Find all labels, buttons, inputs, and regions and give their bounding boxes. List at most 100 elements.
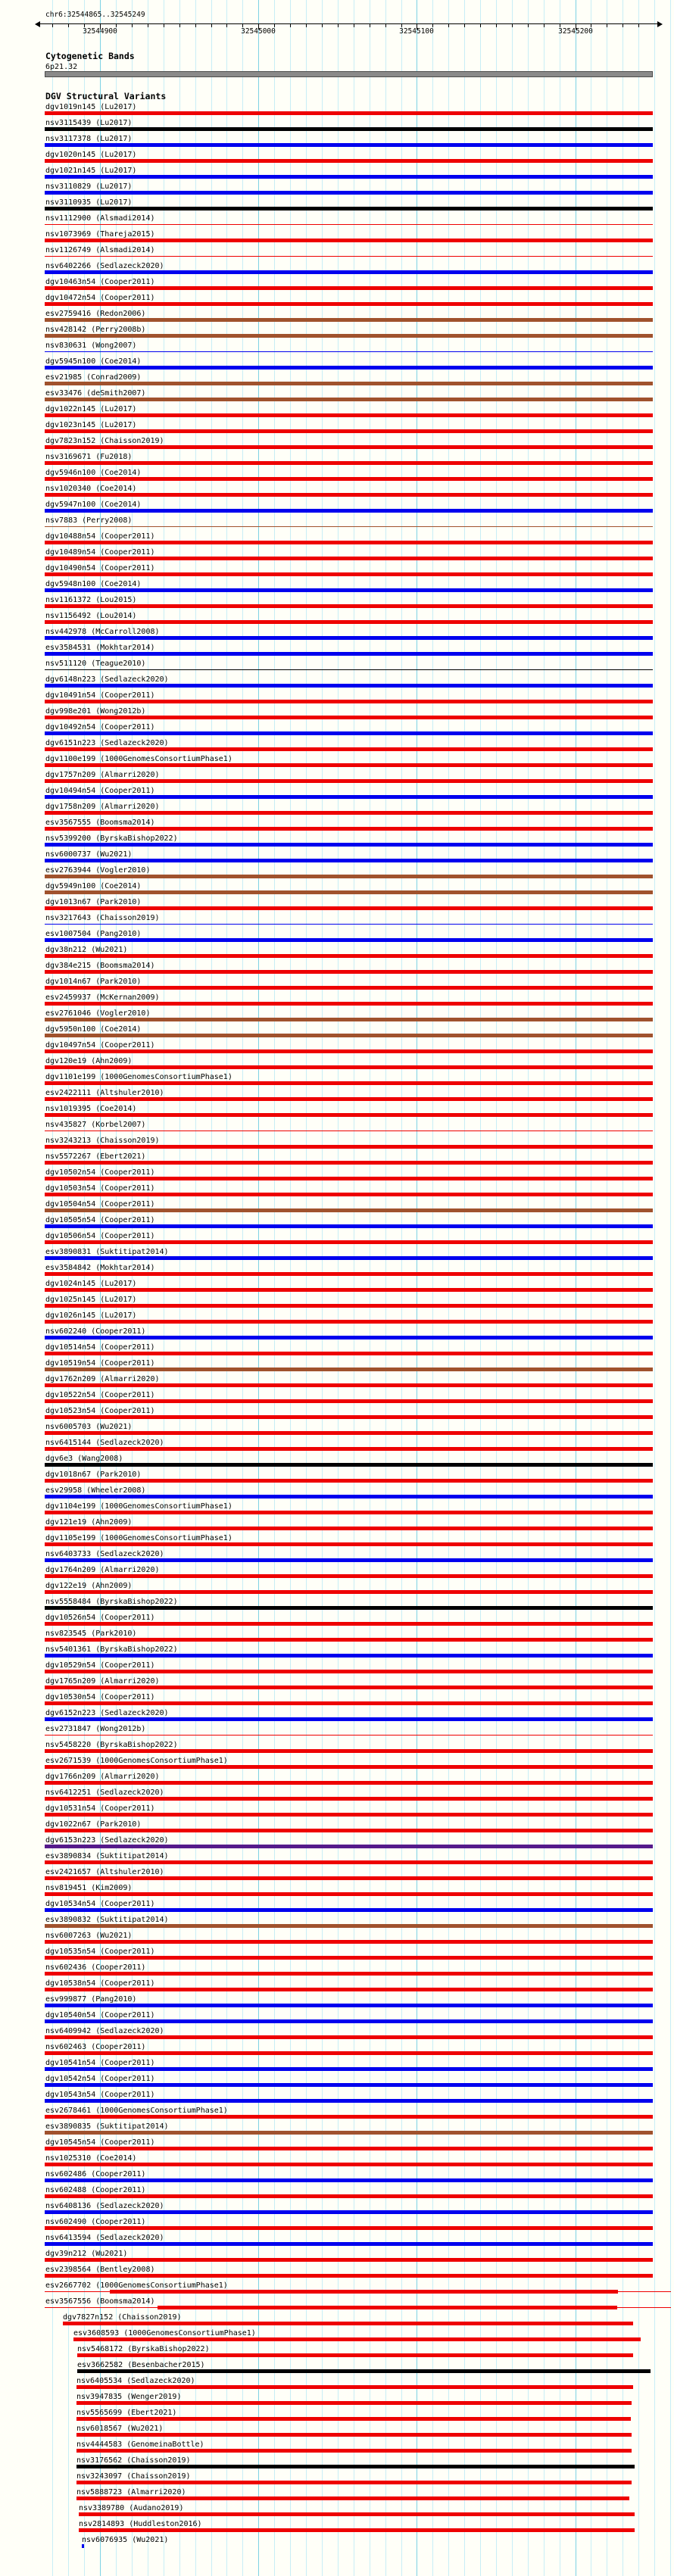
variant-label[interactable]: nsv6408136 (Sedlazeck2020) bbox=[45, 2202, 164, 2210]
variant-label[interactable]: nsv5565699 (Ebert2021) bbox=[76, 2409, 177, 2417]
variant-bar[interactable] bbox=[45, 1002, 653, 1006]
variant-label[interactable]: esv999877 (Pang2010) bbox=[45, 1995, 137, 2004]
variant-label[interactable]: nsv1073969 (Thareja2015) bbox=[45, 230, 155, 239]
variant-label[interactable]: dgv10526n54 (Cooper2011) bbox=[45, 1614, 155, 1622]
variant-bar[interactable] bbox=[45, 906, 653, 910]
variant-bar[interactable] bbox=[45, 1956, 653, 1960]
variant-bar[interactable] bbox=[45, 1081, 653, 1085]
variant-label[interactable]: esv3890832 (Suktitipat2014) bbox=[45, 1916, 169, 1924]
variant-label[interactable]: dgv10494n54 (Cooper2011) bbox=[45, 787, 155, 795]
variant-bar[interactable] bbox=[76, 2449, 632, 2453]
variant-bar[interactable] bbox=[76, 2417, 631, 2421]
variant-label[interactable]: nsv3176562 (Chaisson2019) bbox=[76, 2456, 191, 2465]
variant-bar[interactable] bbox=[45, 2067, 653, 2071]
variant-label[interactable]: esv2678461 (1000GenomesConsortiumPhase1) bbox=[45, 2107, 228, 2115]
variant-label[interactable]: nsv3389780 (Audano2019) bbox=[79, 2504, 184, 2512]
variant-label[interactable]: dgv10491n54 (Cooper2011) bbox=[45, 691, 155, 700]
variant-bar[interactable] bbox=[45, 620, 653, 624]
variant-label[interactable]: dgv5948n100 (Coe2014) bbox=[45, 580, 142, 588]
variant-label[interactable]: dgv1020n145 (Lu2017) bbox=[45, 151, 137, 159]
variant-bar[interactable] bbox=[45, 1670, 653, 1673]
variant-label[interactable]: dgv1018n67 (Park2010) bbox=[45, 1470, 142, 1479]
variant-bar[interactable] bbox=[45, 1527, 653, 1530]
variant-label[interactable]: dgv7823n152 (Chaisson2019) bbox=[45, 437, 164, 445]
variant-label[interactable]: nsv819451 (Kim2009) bbox=[45, 1884, 133, 1892]
variant-bar[interactable] bbox=[45, 477, 653, 481]
variant-bar[interactable] bbox=[45, 890, 653, 894]
variant-label[interactable]: nsv1020340 (Coe2014) bbox=[45, 485, 137, 493]
variant-label[interactable]: dgv1022n67 (Park2010) bbox=[45, 1820, 142, 1829]
variant-label[interactable]: nsv6402266 (Sedlazeck2020) bbox=[45, 262, 164, 270]
variant-bar[interactable] bbox=[45, 191, 653, 195]
variant-label[interactable]: dgv10463n54 (Cooper2011) bbox=[45, 278, 155, 286]
variant-bar[interactable] bbox=[45, 2163, 653, 2166]
variant-label[interactable]: nsv1112900 (Alsmadi2014) bbox=[45, 214, 155, 223]
variant-bar[interactable] bbox=[45, 1463, 653, 1467]
variant-bar[interactable] bbox=[45, 1097, 653, 1101]
variant-label[interactable]: dgv10531n54 (Cooper2011) bbox=[45, 1804, 155, 1813]
variant-bar[interactable] bbox=[45, 1208, 653, 1212]
variant-label[interactable]: dgv38n212 (Wu2021) bbox=[45, 946, 128, 954]
variant-bar[interactable] bbox=[45, 493, 653, 497]
variant-label[interactable]: nsv3243097 (Chaisson2019) bbox=[76, 2472, 191, 2481]
variant-label[interactable]: esv2731847 (Wong2012b) bbox=[45, 1725, 146, 1733]
variant-label[interactable]: nsv6413594 (Sedlazeck2020) bbox=[45, 2234, 164, 2242]
variant-label[interactable]: nsv3117378 (Lu2017) bbox=[45, 135, 133, 143]
variant-bar[interactable] bbox=[45, 1479, 653, 1483]
variant-label[interactable]: dgv10472n54 (Cooper2011) bbox=[45, 294, 155, 302]
variant-label[interactable]: esv21985 (Conrad2009) bbox=[45, 373, 142, 382]
variant-label[interactable]: nsv5468172 (ByrskaBishop2022) bbox=[77, 2345, 210, 2353]
variant-bar[interactable] bbox=[45, 1352, 653, 1355]
variant-bar[interactable] bbox=[45, 954, 653, 958]
variant-bar[interactable] bbox=[45, 2258, 653, 2262]
variant-label[interactable]: nsv442978 (McCarroll2008) bbox=[45, 628, 160, 636]
variant-label[interactable]: dgv1104e199 (1000GenomesConsortiumPhase1… bbox=[45, 1502, 232, 1511]
variant-bar[interactable] bbox=[45, 1972, 653, 1976]
variant-bar[interactable] bbox=[45, 318, 653, 322]
variant-bar[interactable] bbox=[45, 2035, 653, 2039]
variant-bar[interactable] bbox=[45, 1735, 653, 1736]
variant-bar[interactable] bbox=[45, 795, 653, 799]
variant-bar[interactable] bbox=[45, 747, 653, 751]
variant-label[interactable]: dgv998e201 (Wong2012b) bbox=[45, 707, 146, 716]
variant-label[interactable]: dgv384e215 (Boomsma2014) bbox=[45, 962, 155, 970]
variant-label[interactable]: esv3662582 (Besenbacher2015) bbox=[77, 2361, 205, 2369]
variant-bar[interactable] bbox=[45, 334, 653, 338]
variant-bar[interactable] bbox=[45, 2115, 653, 2119]
variant-label[interactable]: dgv10529n54 (Cooper2011) bbox=[45, 1661, 155, 1670]
variant-label[interactable]: dgv6153n223 (Sedlazeck2020) bbox=[45, 1836, 169, 1845]
variant-label[interactable]: esv33476 (deSmith2007) bbox=[45, 389, 146, 398]
variant-bar[interactable] bbox=[45, 2178, 653, 2182]
variant-label[interactable]: dgv10534n54 (Cooper2011) bbox=[45, 1900, 155, 1908]
variant-label[interactable]: dgv10492n54 (Cooper2011) bbox=[45, 723, 155, 731]
variant-label[interactable]: nsv5572267 (Ebert2021) bbox=[45, 1152, 146, 1161]
variant-bar[interactable] bbox=[45, 763, 653, 767]
variant-label[interactable]: esv3890834 (Suktitipat2014) bbox=[45, 1852, 169, 1860]
variant-bar[interactable] bbox=[45, 1542, 653, 1546]
variant-bar[interactable] bbox=[45, 224, 653, 225]
variant-label[interactable]: dgv5947n100 (Coe2014) bbox=[45, 501, 142, 509]
variant-bar[interactable] bbox=[45, 2131, 653, 2135]
variant-label[interactable]: nsv3243213 (Chaisson2019) bbox=[45, 1137, 160, 1145]
variant-bar[interactable] bbox=[45, 1701, 653, 1705]
variant-label[interactable]: esv3608593 (1000GenomesConsortiumPhase1) bbox=[73, 2329, 256, 2337]
variant-bar[interactable] bbox=[45, 1765, 653, 1769]
variant-label[interactable]: esv2763944 (Vogler2010) bbox=[45, 866, 151, 875]
variant-bar[interactable] bbox=[45, 2242, 653, 2246]
variant-bar[interactable] bbox=[45, 207, 653, 211]
variant-label[interactable]: esv3567556 (Boomsma2014) bbox=[45, 2297, 155, 2306]
variant-bar[interactable] bbox=[45, 1113, 653, 1117]
variant-bar[interactable] bbox=[45, 1304, 653, 1308]
variant-label[interactable]: esv2422111 (Altshuler2010) bbox=[45, 1089, 164, 1097]
variant-bar[interactable] bbox=[45, 111, 653, 115]
variant-bar[interactable] bbox=[45, 1876, 653, 1880]
variant-label[interactable]: dgv5946n100 (Coe2014) bbox=[45, 469, 142, 477]
variant-label[interactable]: nsv5888723 (Almarri2020) bbox=[76, 2488, 186, 2496]
variant-label[interactable]: nsv4444583 (GenomeinaBottle) bbox=[76, 2440, 204, 2449]
variant-bar[interactable] bbox=[45, 669, 653, 670]
variant-bar[interactable] bbox=[77, 2369, 651, 2373]
variant-bar[interactable] bbox=[45, 986, 653, 990]
variant-bar[interactable] bbox=[45, 938, 653, 942]
variant-label[interactable]: nsv602463 (Cooper2011) bbox=[45, 2043, 146, 2051]
variant-bar[interactable] bbox=[45, 302, 653, 306]
